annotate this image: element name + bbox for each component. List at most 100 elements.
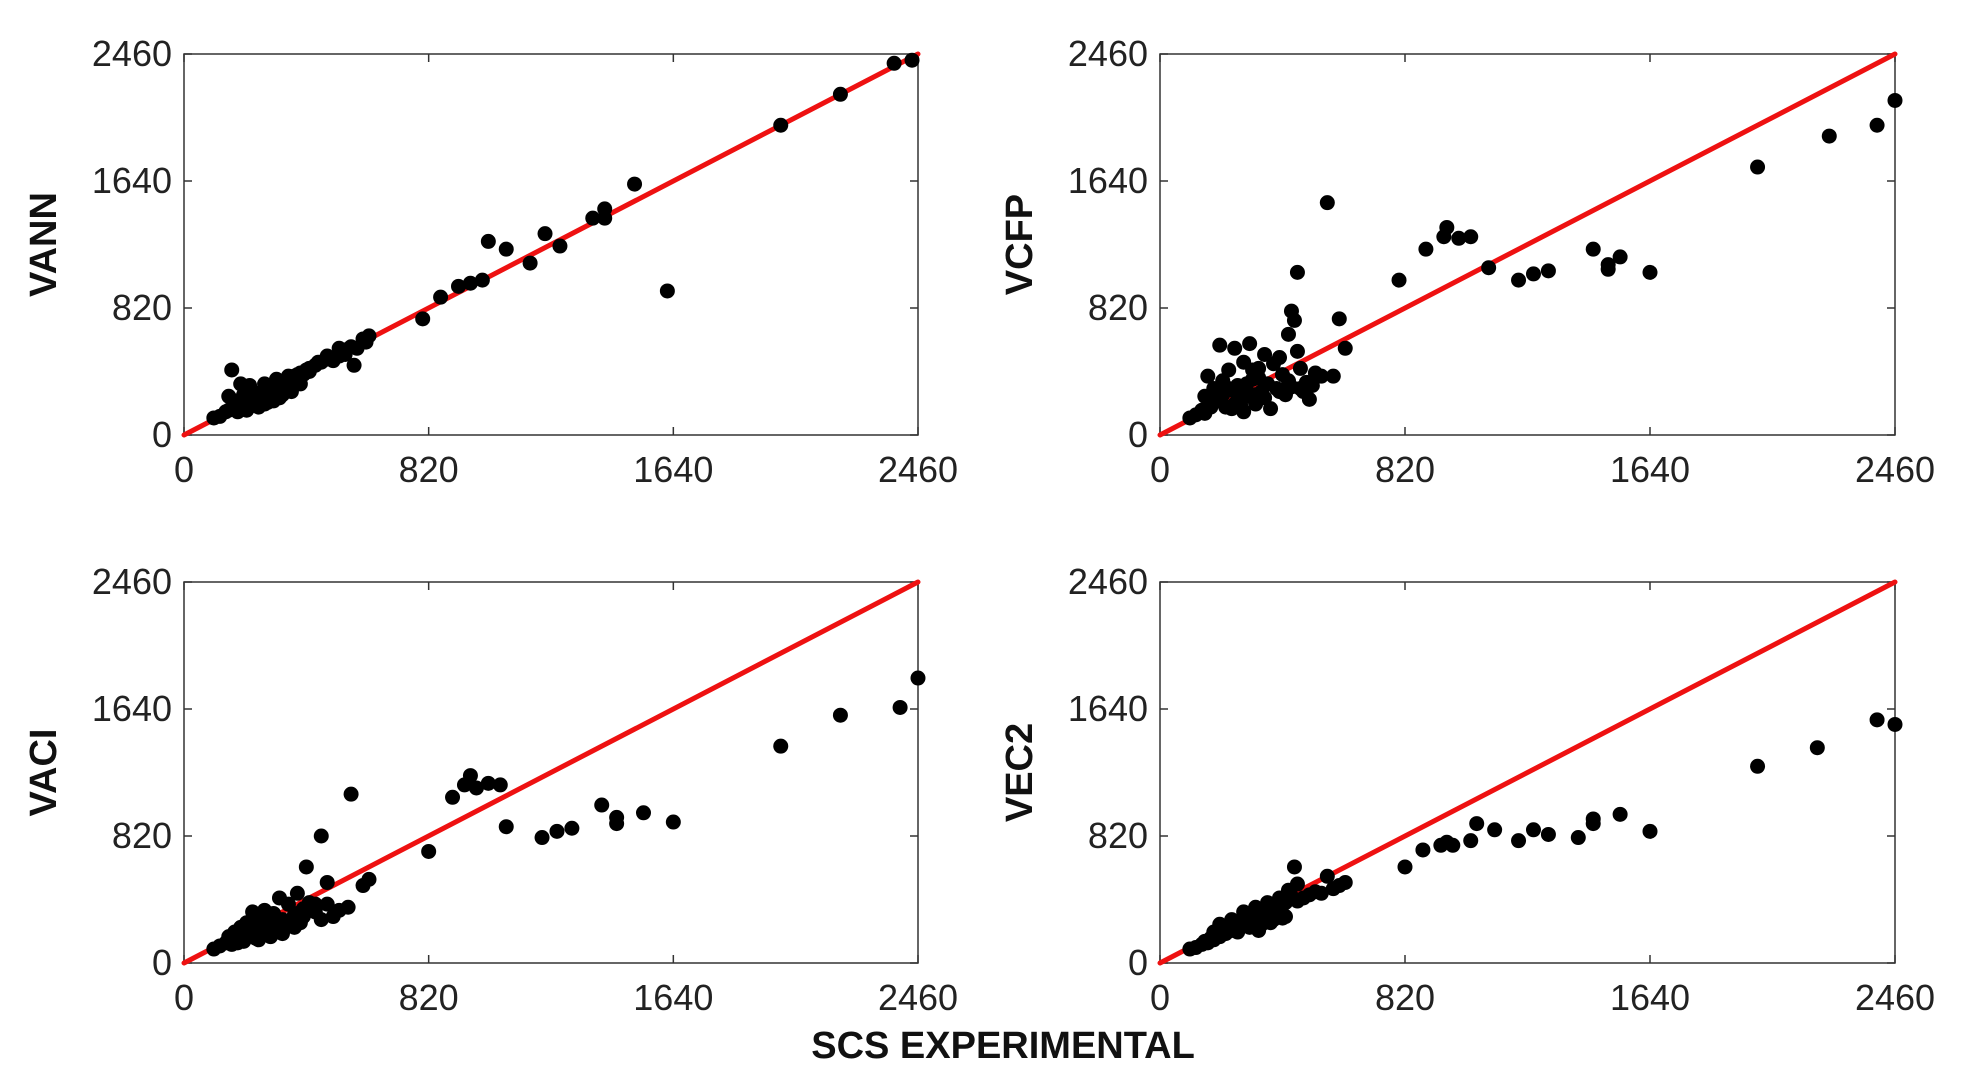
- data-point: [1540, 826, 1556, 842]
- data-point: [1750, 159, 1766, 175]
- data-point: [1612, 249, 1628, 265]
- data-point: [1239, 376, 1255, 392]
- data-point: [635, 805, 651, 821]
- data-point: [1869, 712, 1885, 728]
- data-point: [224, 362, 240, 378]
- panel-vann: 0 820 1640 2460 0 820 1640 2460 VANN: [23, 33, 958, 490]
- data-point: [1301, 391, 1317, 407]
- data-point: [1511, 272, 1527, 288]
- y-tick-label: 0: [152, 414, 172, 455]
- data-point: [1263, 915, 1279, 931]
- x-tick-label: 2460: [878, 449, 958, 490]
- data-point: [886, 55, 902, 71]
- y-tick-label: 0: [152, 942, 172, 983]
- plot-area-frame: [183, 53, 919, 436]
- data-point: [1289, 264, 1305, 280]
- data-point: [263, 929, 279, 945]
- data-point: [1337, 340, 1353, 356]
- y-tick-label: 820: [112, 287, 172, 328]
- y-axis-label: VACI: [23, 729, 65, 817]
- data-point: [1525, 822, 1541, 838]
- data-point: [433, 289, 449, 305]
- data-point: [337, 346, 353, 362]
- y-tick-label: 1640: [1068, 688, 1148, 729]
- data-point: [1272, 350, 1288, 366]
- x-tick-label: 2460: [878, 977, 958, 1018]
- y-tick-label: 2460: [1068, 561, 1148, 602]
- data-point: [1221, 381, 1237, 397]
- y-tick-label: 0: [1128, 942, 1148, 983]
- data-point: [1319, 868, 1335, 884]
- data-point: [1469, 816, 1485, 832]
- data-point: [313, 828, 329, 844]
- data-point: [1600, 261, 1616, 277]
- data-point: [1251, 922, 1267, 938]
- data-point: [1230, 924, 1246, 940]
- data-point: [298, 859, 314, 875]
- data-point: [597, 201, 613, 217]
- data-point: [1260, 376, 1276, 392]
- data-point: [1540, 263, 1556, 279]
- y-axis-label: VEC2: [999, 723, 1041, 822]
- data-point: [286, 919, 302, 935]
- plot-area-frame: [1159, 53, 1896, 436]
- x-tick-label: 1640: [1610, 977, 1690, 1018]
- data-point: [1260, 895, 1276, 911]
- x-tick-label: 2460: [1855, 449, 1935, 490]
- data-point: [522, 255, 538, 271]
- data-point: [609, 809, 625, 825]
- data-point: [1212, 337, 1228, 353]
- y-tick-label: 2460: [92, 33, 172, 74]
- data-point: [1809, 740, 1825, 756]
- data-point: [1286, 859, 1302, 875]
- data-point: [1451, 230, 1467, 246]
- data-point: [462, 275, 478, 291]
- data-point: [1642, 823, 1658, 839]
- data-point: [1887, 92, 1903, 108]
- data-point: [1397, 859, 1413, 875]
- data-point: [1242, 336, 1258, 352]
- y-tick-label: 820: [1088, 815, 1148, 856]
- y-tick-label: 820: [1088, 287, 1148, 328]
- data-point: [1218, 918, 1234, 934]
- data-point: [1248, 899, 1264, 915]
- x-tick-label: 0: [174, 977, 194, 1018]
- data-point: [319, 896, 335, 912]
- data-point: [1236, 404, 1252, 420]
- data-point: [627, 176, 643, 192]
- x-tick-label: 0: [1150, 977, 1170, 1018]
- data-point: [358, 334, 374, 350]
- data-point: [462, 768, 478, 784]
- data-point: [274, 926, 290, 942]
- data-point: [319, 348, 335, 364]
- data-point: [1418, 241, 1434, 257]
- data-point: [892, 699, 908, 715]
- data-point: [492, 777, 508, 793]
- data-point: [564, 820, 580, 836]
- y-tick-label: 2460: [92, 561, 172, 602]
- data-point: [498, 819, 514, 835]
- data-point: [1224, 401, 1240, 417]
- x-tick-label: 0: [1150, 449, 1170, 490]
- data-point: [1439, 219, 1455, 235]
- common-x-axis-label: SCS EXPERIMENTAL: [811, 1025, 1195, 1067]
- x-tick-label: 820: [1375, 977, 1435, 1018]
- data-point: [832, 86, 848, 102]
- y-tick-label: 1640: [92, 688, 172, 729]
- data-point: [1463, 229, 1479, 245]
- data-point: [1313, 885, 1329, 901]
- y-tick-label: 820: [112, 815, 172, 856]
- data-point: [1206, 924, 1222, 940]
- data-point: [1313, 368, 1329, 384]
- data-point: [1612, 806, 1628, 822]
- data-point: [468, 780, 484, 796]
- data-point: [1325, 368, 1341, 384]
- panel-vec2: 0 820 1640 2460 0 820 1640 2460 VEC2: [999, 561, 1935, 1018]
- data-point: [1525, 266, 1541, 282]
- data-point: [1337, 874, 1353, 890]
- data-point: [1391, 272, 1407, 288]
- x-tick-label: 1640: [633, 449, 713, 490]
- data-point: [1570, 830, 1586, 846]
- y-axis-label: VCFP: [999, 194, 1041, 295]
- data-point: [773, 117, 789, 133]
